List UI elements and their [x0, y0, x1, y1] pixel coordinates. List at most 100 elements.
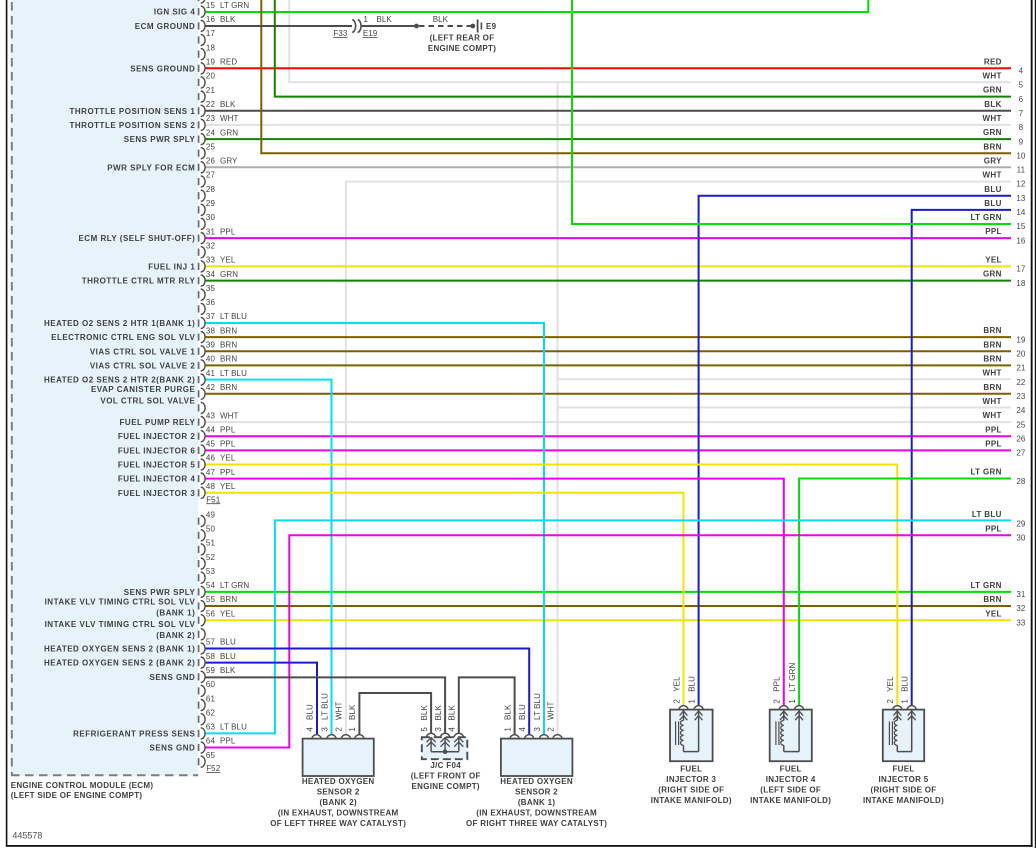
svg-text:LT BLU: LT BLU: [533, 693, 542, 720]
svg-text:(BANK 2): (BANK 2): [319, 798, 357, 807]
svg-text:FUEL INJECTOR 6: FUEL INJECTOR 6: [118, 446, 195, 455]
svg-text:5: 5: [1019, 81, 1024, 90]
svg-text:WHT: WHT: [335, 701, 344, 720]
svg-text:BRN: BRN: [983, 383, 1001, 392]
svg-text:24: 24: [206, 128, 216, 137]
svg-text:BRN: BRN: [220, 341, 237, 350]
svg-text:4: 4: [1019, 67, 1024, 76]
svg-text:BRN: BRN: [983, 142, 1001, 151]
svg-text:J/C F04: J/C F04: [430, 761, 461, 770]
svg-text:12: 12: [1016, 180, 1026, 189]
svg-text:445578: 445578: [12, 831, 42, 841]
svg-text:FUEL PUMP RELY: FUEL PUMP RELY: [120, 418, 196, 427]
svg-text:49: 49: [206, 510, 216, 519]
svg-text:19: 19: [206, 58, 216, 67]
svg-text:FUEL: FUEL: [680, 764, 702, 773]
svg-text:PPL: PPL: [985, 524, 1002, 533]
svg-text:PPL: PPL: [220, 425, 236, 434]
svg-text:HEATED OXYGEN SENS 2 (BANK 2): HEATED OXYGEN SENS 2 (BANK 2): [44, 659, 195, 668]
svg-text:16: 16: [1016, 236, 1026, 245]
svg-text:65: 65: [206, 751, 216, 760]
svg-text:44: 44: [206, 425, 216, 434]
svg-text:F51: F51: [206, 495, 221, 504]
svg-text:BLK: BLK: [220, 100, 236, 109]
svg-text:1: 1: [364, 15, 369, 24]
svg-text:BLK: BLK: [348, 704, 357, 720]
svg-text:27: 27: [206, 171, 216, 180]
svg-text:51: 51: [206, 539, 216, 548]
svg-text:17: 17: [206, 29, 216, 38]
svg-text:26: 26: [206, 157, 216, 166]
svg-text:33: 33: [1016, 618, 1026, 627]
svg-text:LT BLU: LT BLU: [220, 723, 247, 732]
svg-text:62: 62: [206, 708, 216, 717]
svg-text:BRN: BRN: [220, 326, 237, 335]
svg-text:30: 30: [206, 213, 216, 222]
svg-text:FUEL INJECTOR 3: FUEL INJECTOR 3: [118, 489, 195, 498]
svg-text:INTAKE VLV TIMING CTRL SOL VLV: INTAKE VLV TIMING CTRL SOL VLV: [45, 620, 196, 629]
svg-text:BLK: BLK: [984, 100, 1002, 109]
svg-text:ECM RLY (SELF SHUT-OFF): ECM RLY (SELF SHUT-OFF): [78, 234, 195, 243]
svg-text:32: 32: [206, 241, 216, 250]
svg-text:PWR SPLY FOR ECM: PWR SPLY FOR ECM: [107, 163, 195, 172]
svg-text:(LEFT SIDE OF: (LEFT SIDE OF: [760, 786, 821, 795]
svg-text:BLU: BLU: [984, 199, 1002, 208]
svg-text:45: 45: [206, 440, 216, 449]
svg-text:ENGINE COMPT): ENGINE COMPT): [428, 44, 496, 53]
svg-text:BRN: BRN: [983, 355, 1001, 364]
svg-text:2: 2: [335, 727, 344, 732]
svg-text:50: 50: [206, 525, 216, 534]
svg-text:RED: RED: [984, 57, 1002, 66]
svg-text:RED: RED: [220, 58, 237, 67]
svg-text:LT GRN: LT GRN: [971, 581, 1002, 590]
svg-text:22: 22: [206, 100, 216, 109]
svg-text:THROTTLE POSITION SENS 2: THROTTLE POSITION SENS 2: [70, 121, 196, 130]
svg-text:39: 39: [206, 341, 216, 350]
svg-text:BLU: BLU: [901, 676, 910, 692]
svg-text:32: 32: [1016, 604, 1026, 613]
svg-text:LT BLU: LT BLU: [972, 510, 1002, 519]
svg-text:33: 33: [206, 256, 216, 265]
svg-text:WHT: WHT: [983, 72, 1002, 81]
svg-text:25: 25: [206, 142, 216, 151]
svg-text:LT GRN: LT GRN: [788, 662, 797, 691]
svg-text:2: 2: [546, 727, 555, 732]
svg-text:(BANK 2): (BANK 2): [156, 631, 195, 640]
svg-text:37: 37: [206, 312, 216, 321]
svg-text:17: 17: [1016, 265, 1026, 274]
svg-text:27: 27: [1016, 449, 1026, 458]
svg-text:48: 48: [206, 482, 216, 491]
svg-text:29: 29: [206, 199, 216, 208]
svg-text:BLK: BLK: [220, 666, 236, 675]
svg-text:THROTTLE POSITION SENS 1: THROTTLE POSITION SENS 1: [70, 107, 196, 116]
svg-text:LT GRN: LT GRN: [971, 213, 1002, 222]
svg-text:19: 19: [1016, 335, 1026, 344]
svg-text:LT BLU: LT BLU: [220, 312, 247, 321]
svg-text:3: 3: [320, 727, 329, 732]
svg-text:WHT: WHT: [983, 114, 1002, 123]
svg-text:LT GRN: LT GRN: [220, 581, 249, 590]
svg-text:6: 6: [1019, 95, 1024, 104]
svg-text:(LEFT REAR OF: (LEFT REAR OF: [430, 34, 495, 43]
svg-text:INTAKE MANIFOLD): INTAKE MANIFOLD): [750, 796, 831, 805]
svg-text:ECM GROUND: ECM GROUND: [135, 22, 196, 31]
svg-text:34: 34: [206, 270, 216, 279]
svg-text:SENSOR 2: SENSOR 2: [515, 787, 558, 796]
svg-text:10: 10: [1016, 151, 1026, 160]
svg-text:43: 43: [206, 411, 216, 420]
svg-text:YEL: YEL: [886, 676, 895, 692]
svg-text:LT BLU: LT BLU: [320, 693, 329, 720]
svg-text:BLK: BLK: [448, 705, 457, 721]
svg-text:PPL: PPL: [985, 227, 1002, 236]
svg-text:GRY: GRY: [984, 156, 1002, 165]
svg-text:(LEFT FRONT OF: (LEFT FRONT OF: [411, 771, 481, 780]
svg-text:E9: E9: [486, 22, 497, 31]
svg-text:60: 60: [206, 680, 216, 689]
svg-text:HEATED OXYGEN SENS 2 (BANK 1): HEATED OXYGEN SENS 2 (BANK 1): [44, 645, 195, 654]
svg-text:7: 7: [1019, 109, 1024, 118]
svg-text:SENSOR 2: SENSOR 2: [317, 787, 360, 796]
svg-text:ENGINE CONTROL MODULE (ECM): ENGINE CONTROL MODULE (ECM): [11, 781, 154, 790]
svg-text:FUEL INJECTOR 5: FUEL INJECTOR 5: [118, 461, 195, 470]
svg-text:PPL: PPL: [220, 227, 236, 236]
svg-text:INJECTOR 5: INJECTOR 5: [879, 775, 929, 784]
